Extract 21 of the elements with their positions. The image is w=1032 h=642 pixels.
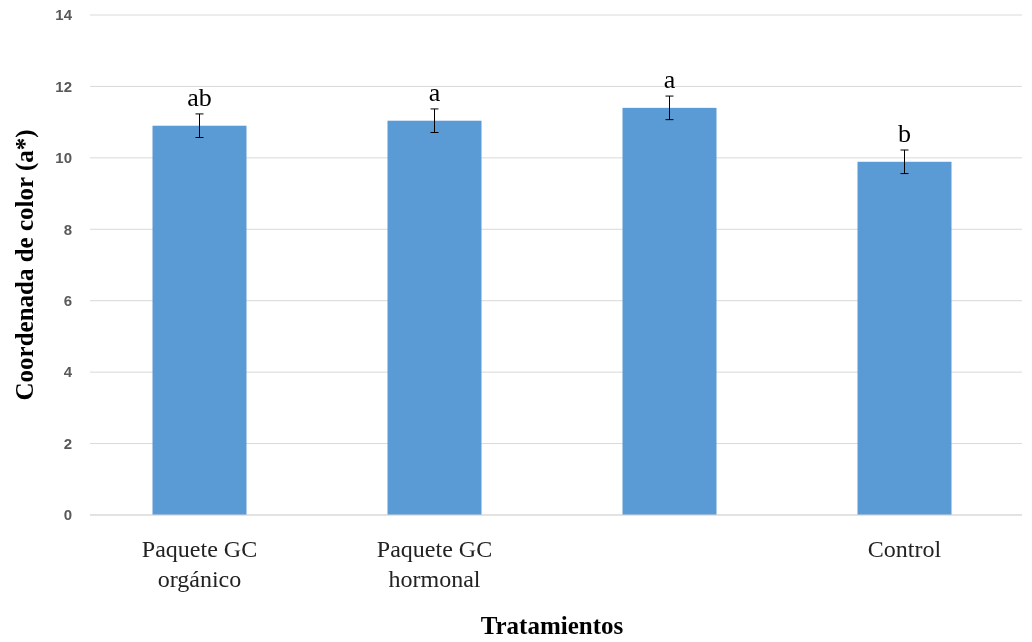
x-tick-label: Control	[867, 536, 942, 562]
annotation: b	[898, 119, 911, 148]
annotation: a	[428, 77, 441, 107]
x-tick-label: Paquete GC orgánico	[141, 536, 258, 592]
y-tick-label: 2	[63, 434, 72, 452]
x-axis-title: Tratamientos	[480, 612, 624, 639]
y-tick-label: 14	[55, 6, 73, 24]
y-tick-label: 12	[55, 77, 72, 95]
bar	[622, 107, 717, 515]
y-tick-label: 0	[63, 506, 72, 524]
y-axis-title: Coordenada de color (a*)	[11, 129, 39, 401]
y-tick-label: 4	[63, 363, 73, 381]
annotation: ab	[187, 82, 212, 112]
bar	[857, 161, 952, 515]
bar	[152, 125, 247, 515]
y-tick-label: 8	[63, 220, 72, 238]
y-tick-label: 10	[55, 149, 72, 167]
x-tick-label: Paquete GC hormonal	[376, 536, 493, 592]
bar	[387, 120, 482, 515]
annotation: a	[663, 65, 676, 95]
y-tick-label: 6	[63, 291, 72, 309]
